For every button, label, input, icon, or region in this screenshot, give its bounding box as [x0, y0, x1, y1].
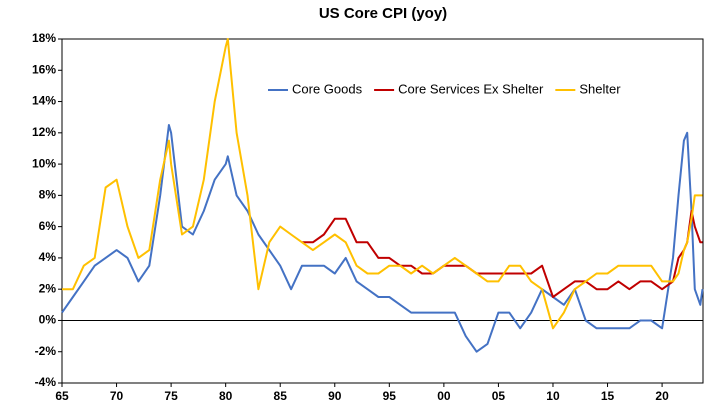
legend-label: Core Goods — [292, 81, 363, 96]
x-tick-label: 05 — [492, 389, 506, 403]
y-tick-label: 12% — [32, 125, 56, 139]
x-tick-label: 75 — [164, 389, 178, 403]
y-tick-label: 14% — [32, 94, 56, 108]
x-tick-label: 20 — [655, 389, 669, 403]
x-tick-label: 00 — [437, 389, 451, 403]
y-tick-label: -2% — [35, 344, 57, 358]
y-tick-label: 18% — [32, 31, 56, 45]
x-tick-label: 80 — [219, 389, 233, 403]
y-tick-label: 6% — [39, 219, 57, 233]
plot-frame — [61, 38, 704, 384]
x-tick-label: 70 — [110, 389, 124, 403]
y-tick-label: 16% — [32, 62, 56, 76]
y-tick-label: 0% — [39, 313, 57, 327]
x-tick-label: 85 — [274, 389, 288, 403]
x-tick-label: 15 — [601, 389, 615, 403]
x-tick-label: 10 — [546, 389, 560, 403]
y-tick-label: -4% — [35, 375, 57, 389]
line-series — [62, 38, 703, 330]
x-tick-label: 95 — [383, 389, 397, 403]
x-tick-label: 65 — [55, 389, 69, 403]
legend-label: Shelter — [579, 81, 621, 96]
line-series — [61, 124, 704, 353]
y-tick-label: 10% — [32, 156, 56, 170]
y-tick-label: 8% — [39, 188, 57, 202]
y-tick-label: 4% — [39, 250, 57, 264]
y-tick-label: 2% — [39, 281, 57, 295]
x-tick-label: 90 — [328, 389, 342, 403]
legend-label: Core Services Ex Shelter — [398, 81, 544, 96]
legend: Core Goods Core Services Ex Shelter Shelte… — [268, 81, 621, 96]
chart-title: US Core CPI (yoy) — [319, 5, 447, 22]
